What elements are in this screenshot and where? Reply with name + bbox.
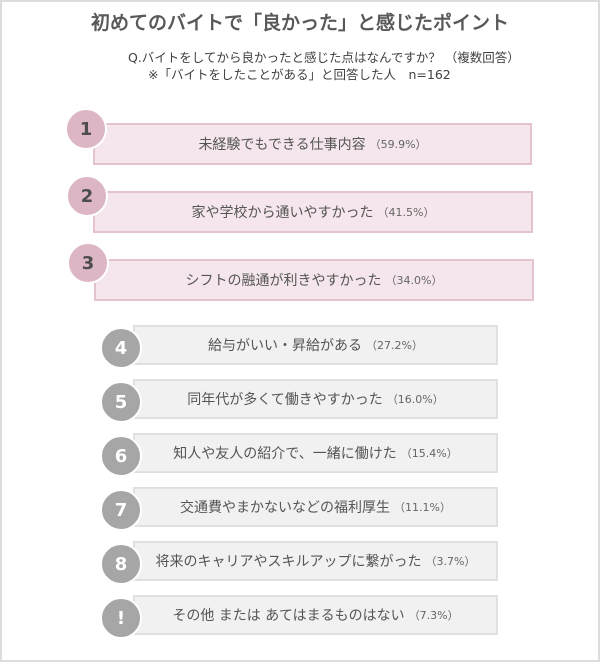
item-label: 未経験でもできる仕事内容 (198, 137, 366, 153)
ranking-item-6: 知人や友人の紹介で、一緒に働けた （15.4%） (133, 433, 498, 473)
item-label: 将来のキャリアやスキルアップに繋がった (155, 554, 422, 570)
item-label: その他 または あてはまるものはない (172, 608, 405, 624)
ranking-item-other: その他 または あてはまるものはない （7.3%） (133, 595, 498, 635)
ranking-item-7: 交通費やまかないなどの福利厚生 （11.1%） (133, 487, 498, 527)
item-percentage: （11.1%） (394, 501, 451, 514)
rank-badge-8: 8 (100, 543, 142, 585)
exclamation-icon: ! (100, 597, 142, 639)
rank-badge-6: 6 (100, 435, 142, 477)
survey-note: ※「バイトをしたことがある」と回答した人 n=162 (148, 67, 451, 82)
item-label: シフトの融通が利きやすかった (185, 273, 382, 289)
rank-badge-7: 7 (100, 489, 142, 531)
item-percentage: （15.4%） (400, 447, 458, 460)
ranking-item-1: 未経験でもできる仕事内容 （59.9%） (93, 123, 532, 165)
item-percentage: （3.7%） (425, 555, 476, 568)
ranking-item-8: 将来のキャリアやスキルアップに繋がった （3.7%） (133, 541, 498, 581)
rank-badge-4: 4 (100, 327, 142, 369)
rank-badge-2: 2 (66, 175, 108, 217)
rank-badge-3: 3 (67, 242, 109, 284)
survey-question: Q.バイトをしてから良かったと感じた点はなんですか？ （複数回答） (128, 50, 520, 65)
item-label: 同年代が多くて働きやすかった (187, 392, 383, 408)
item-percentage: （27.2%） (366, 339, 423, 352)
item-percentage: （16.0%） (386, 393, 444, 406)
item-label: 家や学校から通いやすかった (191, 205, 374, 221)
item-percentage: （7.3%） (408, 609, 459, 622)
item-percentage: （41.5%） (377, 206, 435, 219)
ranking-item-2: 家や学校から通いやすかった （41.5%） (93, 191, 533, 233)
item-percentage: （59.9%） (369, 138, 427, 151)
item-percentage: （34.0%） (385, 274, 443, 287)
rank-badge-5: 5 (100, 381, 142, 423)
ranking-item-3: シフトの融通が利きやすかった （34.0%） (94, 259, 534, 301)
item-label: 給与がいい・昇給がある (208, 338, 363, 354)
item-label: 交通費やまかないなどの福利厚生 (180, 500, 391, 516)
ranking-item-4: 給与がいい・昇給がある （27.2%） (133, 325, 498, 365)
item-label: 知人や友人の紹介で、一緒に働けた (173, 446, 397, 462)
rank-badge-1: 1 (65, 108, 107, 150)
page-title: 初めてのバイトで「良かった」と感じたポイント (90, 12, 509, 34)
ranking-item-5: 同年代が多くて働きやすかった （16.0%） (133, 379, 498, 419)
